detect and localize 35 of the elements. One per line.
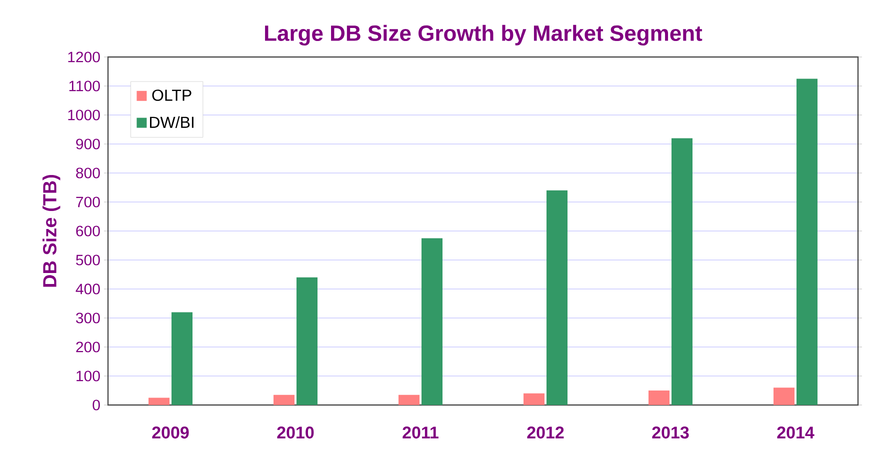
y-tick-label: 100 xyxy=(76,370,100,382)
bar xyxy=(172,312,193,405)
y-tick-label: 400 xyxy=(76,284,100,294)
chart-title: Large DB Size Growth by Market Segment xyxy=(265,24,702,46)
y-tick-label: 1200 xyxy=(68,52,100,62)
bar xyxy=(296,277,318,405)
y-tick-label: 0 xyxy=(92,400,100,410)
x-tick-label: 2014 xyxy=(777,426,814,439)
x-tick-label: 2013 xyxy=(652,426,689,439)
bar xyxy=(148,398,170,405)
legend-label: DW/BI xyxy=(150,116,194,128)
x-tick-label: 2012 xyxy=(527,426,564,439)
bar xyxy=(672,138,693,405)
y-tick-label: 900 xyxy=(76,138,100,150)
y-tick-label: 200 xyxy=(76,342,100,352)
bar xyxy=(648,390,670,405)
bar xyxy=(774,388,795,405)
bar xyxy=(398,394,420,405)
y-tick-label: 700 xyxy=(76,196,100,208)
y-tick-label: 500 xyxy=(76,254,100,266)
bar xyxy=(422,238,443,405)
bar xyxy=(796,78,818,405)
x-tick-label: 2010 xyxy=(277,426,314,439)
y-tick-label: 600 xyxy=(76,226,100,236)
y-axis-title: DB Size (TB) xyxy=(42,174,60,287)
bar xyxy=(274,394,295,405)
y-tick-label: 300 xyxy=(76,312,100,324)
y-tick-label: 1100 xyxy=(69,80,100,92)
y-tick-label: 1000 xyxy=(68,110,100,120)
bar xyxy=(524,393,545,405)
bar xyxy=(546,190,568,405)
legend-label: OLTP xyxy=(152,90,192,101)
x-tick-label: 2011 xyxy=(402,426,438,439)
x-tick-label: 2009 xyxy=(152,426,189,439)
y-tick-label: 800 xyxy=(76,168,100,178)
